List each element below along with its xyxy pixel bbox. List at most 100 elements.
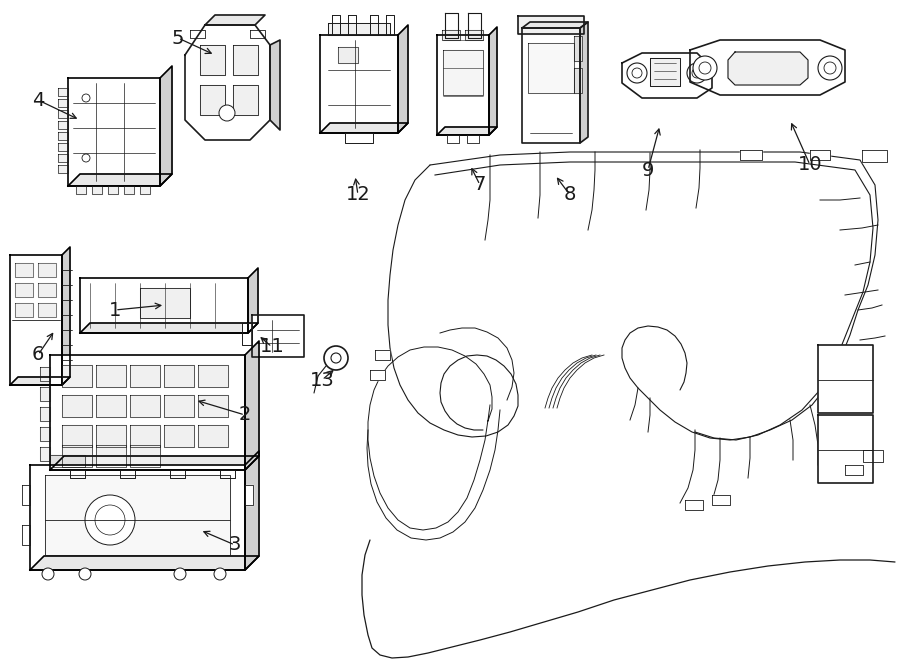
Polygon shape bbox=[442, 30, 460, 40]
Polygon shape bbox=[468, 13, 481, 38]
Polygon shape bbox=[62, 425, 92, 447]
Polygon shape bbox=[245, 485, 253, 505]
Polygon shape bbox=[445, 13, 458, 38]
Polygon shape bbox=[185, 25, 270, 140]
Polygon shape bbox=[140, 186, 150, 194]
Polygon shape bbox=[58, 88, 68, 96]
Polygon shape bbox=[320, 123, 408, 133]
Polygon shape bbox=[164, 365, 194, 387]
Polygon shape bbox=[345, 133, 373, 143]
Polygon shape bbox=[580, 22, 588, 143]
Polygon shape bbox=[270, 40, 280, 130]
Circle shape bbox=[85, 495, 135, 545]
Polygon shape bbox=[80, 278, 248, 333]
Polygon shape bbox=[845, 465, 863, 475]
Polygon shape bbox=[200, 45, 225, 75]
Circle shape bbox=[324, 346, 348, 370]
Polygon shape bbox=[96, 395, 126, 417]
Polygon shape bbox=[198, 395, 228, 417]
Polygon shape bbox=[38, 303, 56, 317]
Polygon shape bbox=[522, 22, 588, 28]
Polygon shape bbox=[712, 495, 730, 505]
Circle shape bbox=[632, 68, 642, 78]
Polygon shape bbox=[690, 40, 845, 95]
Polygon shape bbox=[248, 268, 258, 333]
Polygon shape bbox=[437, 35, 489, 135]
Circle shape bbox=[214, 568, 226, 580]
Polygon shape bbox=[22, 485, 30, 505]
Text: 11: 11 bbox=[259, 338, 284, 356]
Polygon shape bbox=[338, 47, 358, 63]
Polygon shape bbox=[818, 345, 873, 413]
Text: 10: 10 bbox=[797, 155, 823, 175]
Polygon shape bbox=[200, 85, 225, 115]
Polygon shape bbox=[68, 174, 172, 186]
Circle shape bbox=[699, 62, 711, 74]
Polygon shape bbox=[245, 341, 259, 470]
Polygon shape bbox=[40, 367, 50, 381]
Polygon shape bbox=[96, 445, 126, 467]
Circle shape bbox=[693, 56, 717, 80]
Polygon shape bbox=[58, 110, 68, 118]
Polygon shape bbox=[370, 15, 378, 35]
Polygon shape bbox=[96, 425, 126, 447]
Circle shape bbox=[82, 154, 90, 162]
Polygon shape bbox=[447, 135, 459, 143]
Polygon shape bbox=[76, 186, 86, 194]
Circle shape bbox=[219, 105, 235, 121]
Polygon shape bbox=[58, 121, 68, 129]
Polygon shape bbox=[220, 470, 235, 478]
Text: 3: 3 bbox=[229, 535, 241, 555]
Circle shape bbox=[95, 505, 125, 535]
Polygon shape bbox=[15, 303, 33, 317]
Polygon shape bbox=[40, 427, 50, 441]
Polygon shape bbox=[862, 150, 887, 162]
Polygon shape bbox=[190, 30, 205, 38]
Polygon shape bbox=[58, 143, 68, 151]
Text: 8: 8 bbox=[563, 186, 576, 204]
Polygon shape bbox=[198, 365, 228, 387]
Polygon shape bbox=[518, 16, 584, 34]
Circle shape bbox=[818, 56, 842, 80]
Polygon shape bbox=[574, 36, 582, 61]
Polygon shape bbox=[58, 165, 68, 173]
Polygon shape bbox=[38, 263, 56, 277]
Polygon shape bbox=[96, 365, 126, 387]
Polygon shape bbox=[50, 456, 259, 470]
Polygon shape bbox=[58, 154, 68, 162]
Polygon shape bbox=[398, 25, 408, 133]
Polygon shape bbox=[22, 525, 30, 545]
Polygon shape bbox=[467, 135, 479, 143]
Polygon shape bbox=[863, 450, 883, 462]
Polygon shape bbox=[320, 35, 398, 133]
Polygon shape bbox=[245, 451, 259, 570]
Polygon shape bbox=[443, 50, 483, 95]
Polygon shape bbox=[370, 370, 385, 380]
Polygon shape bbox=[58, 99, 68, 107]
Polygon shape bbox=[574, 68, 582, 93]
Polygon shape bbox=[242, 323, 252, 345]
Polygon shape bbox=[130, 445, 160, 467]
Polygon shape bbox=[68, 78, 160, 186]
Text: 12: 12 bbox=[346, 186, 371, 204]
Polygon shape bbox=[685, 500, 703, 510]
Polygon shape bbox=[728, 52, 808, 85]
Polygon shape bbox=[818, 415, 873, 483]
Circle shape bbox=[824, 62, 836, 74]
Polygon shape bbox=[50, 455, 85, 467]
Polygon shape bbox=[15, 263, 33, 277]
Polygon shape bbox=[650, 58, 680, 86]
Text: 2: 2 bbox=[238, 405, 251, 424]
Polygon shape bbox=[40, 447, 50, 461]
Polygon shape bbox=[15, 283, 33, 297]
Polygon shape bbox=[130, 395, 160, 417]
Polygon shape bbox=[164, 425, 194, 447]
Polygon shape bbox=[62, 445, 92, 467]
Polygon shape bbox=[810, 150, 830, 160]
Polygon shape bbox=[160, 66, 172, 186]
Polygon shape bbox=[92, 186, 102, 194]
Polygon shape bbox=[170, 470, 185, 478]
Polygon shape bbox=[10, 377, 70, 385]
Polygon shape bbox=[164, 395, 194, 417]
Polygon shape bbox=[205, 15, 265, 25]
